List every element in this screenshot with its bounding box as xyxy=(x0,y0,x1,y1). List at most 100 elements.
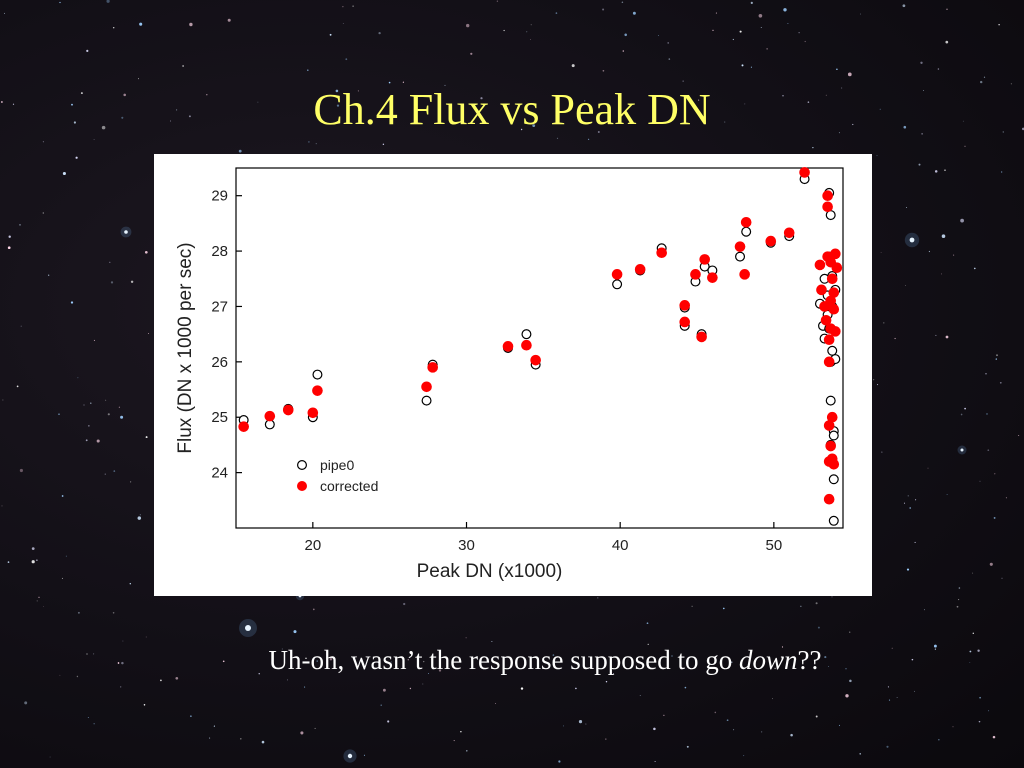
star xyxy=(849,631,851,633)
data-point-corrected xyxy=(696,331,707,343)
star xyxy=(781,646,784,648)
star xyxy=(904,285,906,286)
star xyxy=(147,332,149,334)
star xyxy=(80,92,83,95)
star xyxy=(915,499,917,501)
data-point-corrected xyxy=(307,407,319,419)
star xyxy=(691,605,693,607)
star xyxy=(520,687,524,690)
star xyxy=(1,101,3,103)
star xyxy=(86,653,88,655)
star xyxy=(93,339,95,341)
star xyxy=(530,39,532,41)
star xyxy=(7,561,10,563)
star xyxy=(113,470,116,472)
star xyxy=(58,413,60,415)
star xyxy=(960,413,963,416)
data-point-corrected xyxy=(634,264,646,275)
star xyxy=(787,23,789,24)
data-point-corrected xyxy=(831,262,843,273)
star xyxy=(903,125,907,129)
star xyxy=(428,673,429,674)
data-point-corrected xyxy=(690,269,701,280)
star xyxy=(402,81,404,83)
star xyxy=(36,559,38,561)
star xyxy=(316,660,318,662)
star xyxy=(258,673,260,675)
star xyxy=(750,66,752,68)
star xyxy=(76,675,79,678)
star xyxy=(980,80,983,84)
star xyxy=(307,69,309,71)
star xyxy=(190,715,192,717)
data-point-corrected xyxy=(820,315,832,326)
data-point-corrected xyxy=(699,254,710,265)
star xyxy=(684,686,687,689)
star xyxy=(281,648,283,650)
star xyxy=(1001,577,1003,579)
caption-suffix: ?? xyxy=(797,645,822,675)
data-point-corrected xyxy=(765,235,777,247)
star xyxy=(945,335,949,339)
data-point-corrected xyxy=(611,269,623,280)
data-point-corrected xyxy=(238,421,249,432)
star xyxy=(877,384,879,386)
star xyxy=(77,611,80,614)
star xyxy=(807,101,810,103)
star xyxy=(380,704,382,706)
star xyxy=(139,514,141,516)
star xyxy=(571,64,575,68)
star xyxy=(112,26,115,29)
star xyxy=(995,358,997,360)
legend-marker-pipe0 xyxy=(297,460,308,471)
data-point-corrected xyxy=(502,341,514,352)
star xyxy=(563,725,565,727)
data-point-corrected xyxy=(816,284,827,296)
star xyxy=(286,679,289,681)
star xyxy=(403,602,406,606)
star xyxy=(743,755,745,757)
star xyxy=(144,250,148,254)
star xyxy=(605,680,608,683)
data-point-corrected xyxy=(828,303,840,315)
star xyxy=(758,13,763,18)
data-point-corrected xyxy=(825,440,837,452)
star xyxy=(841,87,843,89)
star xyxy=(883,322,885,324)
star xyxy=(305,657,307,659)
star xyxy=(1002,131,1005,133)
star xyxy=(363,754,365,756)
star xyxy=(622,50,625,52)
star xyxy=(312,608,315,611)
star xyxy=(465,637,467,639)
data-point-corrected xyxy=(823,356,835,368)
star xyxy=(838,132,840,134)
star xyxy=(798,32,800,34)
data-point-pipe0 xyxy=(312,369,323,380)
star xyxy=(65,555,67,557)
star xyxy=(938,739,940,741)
star xyxy=(920,61,923,64)
star xyxy=(12,103,15,105)
star xyxy=(790,733,793,737)
star xyxy=(739,30,742,33)
star xyxy=(587,138,590,140)
star xyxy=(117,662,120,664)
data-point-corrected xyxy=(828,459,840,470)
star xyxy=(911,658,914,661)
star xyxy=(1010,83,1013,85)
data-point-corrected xyxy=(783,227,795,239)
data-point-corrected xyxy=(822,201,833,213)
star xyxy=(70,301,74,304)
star xyxy=(110,281,114,284)
star xyxy=(222,660,225,663)
star xyxy=(422,683,424,685)
star xyxy=(928,250,930,253)
star xyxy=(352,5,354,7)
star xyxy=(578,720,583,724)
star xyxy=(138,78,140,80)
star xyxy=(96,439,100,443)
caption-text: Uh-oh, wasn’t the response supposed to g… xyxy=(268,645,739,675)
star xyxy=(20,325,22,327)
y-tick-label: 29 xyxy=(211,188,228,205)
